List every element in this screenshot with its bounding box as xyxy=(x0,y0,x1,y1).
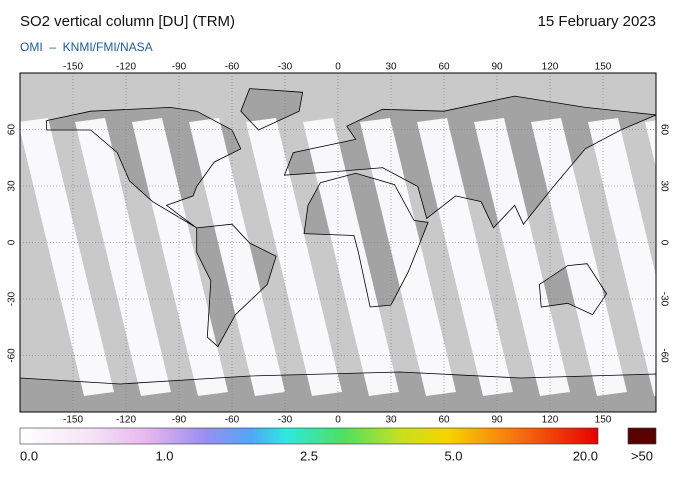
swath xyxy=(531,118,627,396)
colorbar-label: 5.0 xyxy=(444,448,462,463)
colorbar-overflow xyxy=(627,427,657,445)
lon-tick-label: 150 xyxy=(595,62,612,73)
swath xyxy=(645,120,656,168)
lon-tick-label: -60 xyxy=(225,62,240,73)
colorbar-overflow-label: >50 xyxy=(631,448,653,463)
lon-tick-label: 30 xyxy=(385,62,397,73)
colorbar xyxy=(19,427,599,445)
colorbar-label: 0.0 xyxy=(20,448,38,463)
map xyxy=(20,73,656,412)
lon-tick-label: -60 xyxy=(225,415,240,426)
lat-tick-label: -30 xyxy=(658,292,669,307)
colorbar-label: 20.0 xyxy=(573,448,598,463)
swath xyxy=(189,118,285,396)
lon-tick-label: 150 xyxy=(595,415,612,426)
lat-tick-label: -30 xyxy=(7,291,18,306)
graticule xyxy=(20,73,656,412)
lat-tick-label: 60 xyxy=(658,124,669,136)
lon-tick-label: -150 xyxy=(63,415,83,426)
lon-tick-label: -90 xyxy=(172,62,187,73)
lon-tick-label: 90 xyxy=(491,62,503,73)
lon-tick-label: 60 xyxy=(438,62,450,73)
title: SO2 vertical column [DU] (TRM) xyxy=(20,13,235,30)
lat-tick-label: -60 xyxy=(658,348,669,363)
lat-tick-label: 30 xyxy=(7,180,18,192)
lon-tick-label: 0 xyxy=(335,62,341,73)
lon-tick-label: 30 xyxy=(385,415,397,426)
colorbar-label: 1.0 xyxy=(155,448,173,463)
swath xyxy=(132,118,228,396)
date: 15 February 2023 xyxy=(538,13,656,30)
lon-tick-label: -150 xyxy=(63,62,83,73)
swath xyxy=(20,118,114,396)
swath xyxy=(474,118,570,396)
lon-tick-label: 90 xyxy=(491,415,503,426)
lat-tick-label: -60 xyxy=(7,348,18,363)
swath xyxy=(588,118,656,396)
map-frame xyxy=(19,72,657,413)
lon-tick-label: -30 xyxy=(278,415,293,426)
lat-tick-label: 30 xyxy=(658,180,669,192)
colorbar-label: 2.5 xyxy=(300,448,318,463)
lon-tick-label: 60 xyxy=(438,415,450,426)
lon-tick-label: 120 xyxy=(542,62,559,73)
swath xyxy=(246,118,342,396)
swath xyxy=(417,118,513,396)
lat-tick-label: 60 xyxy=(7,124,18,136)
lon-tick-label: -120 xyxy=(116,415,136,426)
source: OMI – KNMI/FMI/NASA xyxy=(20,40,153,54)
lon-tick-label: -90 xyxy=(172,415,187,426)
swath xyxy=(360,118,456,396)
swath xyxy=(303,118,399,396)
lon-tick-label: 120 xyxy=(542,415,559,426)
lat-tick-label: 0 xyxy=(7,239,18,245)
lon-tick-label: -30 xyxy=(278,62,293,73)
lat-tick-label: 0 xyxy=(658,240,669,246)
swaths xyxy=(20,118,656,396)
lon-tick-label: 0 xyxy=(335,415,341,426)
swath xyxy=(75,118,171,396)
lon-tick-label: -120 xyxy=(116,62,136,73)
